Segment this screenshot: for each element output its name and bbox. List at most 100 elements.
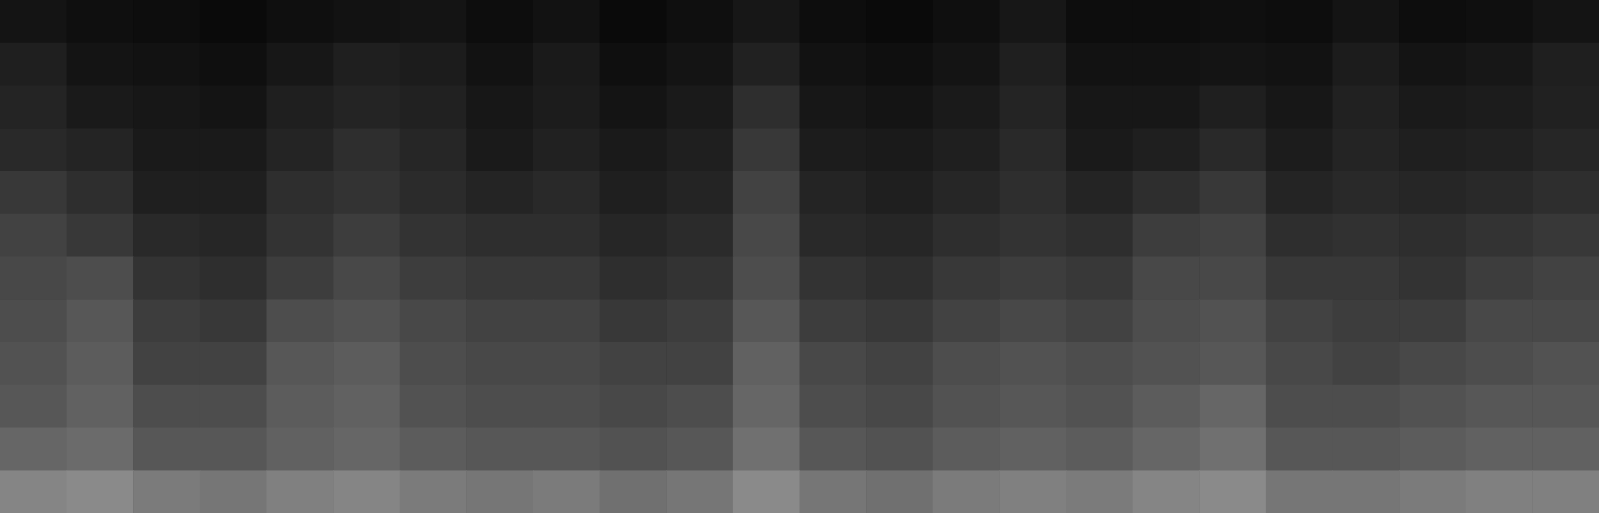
heatmap-cell [1266, 342, 1333, 385]
heatmap-cell [1333, 86, 1400, 129]
heatmap-cell [400, 171, 467, 214]
heatmap-cell [267, 428, 334, 471]
heatmap-cell [1466, 342, 1533, 385]
heatmap-cell [933, 43, 1000, 86]
heatmap-cell [600, 43, 667, 86]
heatmap-cell [466, 257, 533, 300]
heatmap-cell [1333, 342, 1400, 385]
heatmap-cell [1532, 299, 1599, 342]
heatmap-cell [666, 214, 733, 257]
heatmap-cell [1532, 86, 1599, 129]
heatmap-cell [999, 86, 1066, 129]
heatmap-cell [400, 214, 467, 257]
heatmap-cell [533, 171, 600, 214]
heatmap-cell [333, 86, 400, 129]
heatmap-cell [1133, 299, 1200, 342]
heatmap-cell [133, 43, 200, 86]
heatmap-cell [1133, 428, 1200, 471]
heatmap-cell [466, 470, 533, 513]
heatmap-cell [533, 385, 600, 428]
heatmap-cell [466, 86, 533, 129]
heatmap-cell [933, 299, 1000, 342]
heatmap-cell [200, 86, 267, 129]
heatmap-cell [0, 299, 67, 342]
heatmap-cell [400, 86, 467, 129]
heatmap-cell [933, 171, 1000, 214]
heatmap-cell [999, 257, 1066, 300]
heatmap-cell [1266, 0, 1333, 43]
heatmap-cell [866, 86, 933, 129]
heatmap-cell [67, 171, 134, 214]
heatmap-cell [1333, 214, 1400, 257]
heatmap-cell [933, 86, 1000, 129]
heatmap-cell [267, 0, 334, 43]
heatmap-cell [1532, 470, 1599, 513]
heatmap-cell [1133, 0, 1200, 43]
heatmap-cell [67, 128, 134, 171]
heatmap-cell [533, 299, 600, 342]
heatmap-cell [1199, 0, 1266, 43]
heatmap-cell [600, 385, 667, 428]
heatmap-cell [666, 299, 733, 342]
heatmap-cell [533, 86, 600, 129]
heatmap-cell [1066, 171, 1133, 214]
heatmap-cell [800, 342, 867, 385]
heatmap-cell [200, 171, 267, 214]
heatmap-cell [333, 470, 400, 513]
heatmap-cell [0, 43, 67, 86]
heatmap-cell [1466, 171, 1533, 214]
heatmap-cell [1532, 43, 1599, 86]
heatmap-cell [400, 0, 467, 43]
heatmap-cell [200, 342, 267, 385]
heatmap-cell [1466, 257, 1533, 300]
heatmap-cell [67, 299, 134, 342]
heatmap-cell [866, 257, 933, 300]
heatmap-cell [466, 171, 533, 214]
heatmap-cell [133, 385, 200, 428]
heatmap-cell [800, 214, 867, 257]
heatmap-cell [400, 470, 467, 513]
heatmap-cell [933, 128, 1000, 171]
heatmap-cell [866, 214, 933, 257]
heatmap-cell [533, 257, 600, 300]
heatmap-cell [466, 128, 533, 171]
heatmap-cell [1466, 299, 1533, 342]
heatmap-cell [133, 128, 200, 171]
heatmap-cell [1466, 128, 1533, 171]
heatmap-cell [133, 342, 200, 385]
heatmap-cell [733, 171, 800, 214]
heatmap-cell [666, 385, 733, 428]
heatmap-cell [67, 428, 134, 471]
heatmap-cell [333, 257, 400, 300]
heatmap-cell [466, 214, 533, 257]
heatmap-cell [1333, 0, 1400, 43]
heatmap-cell [733, 86, 800, 129]
heatmap-cell [600, 0, 667, 43]
heatmap-cell [1199, 470, 1266, 513]
heatmap-cell [1199, 385, 1266, 428]
heatmap-cell [800, 86, 867, 129]
heatmap-cell [200, 428, 267, 471]
heatmap-cell [733, 342, 800, 385]
heatmap-cell [600, 299, 667, 342]
heatmap-cell [67, 257, 134, 300]
heatmap-cell [200, 43, 267, 86]
heatmap-cell [333, 428, 400, 471]
heatmap-cell [800, 428, 867, 471]
heatmap-cell [533, 214, 600, 257]
heatmap-cell [1399, 43, 1466, 86]
heatmap-cell [1532, 257, 1599, 300]
heatmap-cell [800, 128, 867, 171]
heatmap-cell [1399, 385, 1466, 428]
heatmap-cell [67, 470, 134, 513]
heatmap-cell [1133, 214, 1200, 257]
heatmap-cell [1133, 171, 1200, 214]
heatmap-cell [133, 470, 200, 513]
heatmap-cell [933, 428, 1000, 471]
heatmap-cell [0, 470, 67, 513]
heatmap-cell [200, 0, 267, 43]
heatmap-cell [1333, 428, 1400, 471]
heatmap-cell [933, 470, 1000, 513]
heatmap-cell [866, 428, 933, 471]
heatmap-cell [933, 385, 1000, 428]
